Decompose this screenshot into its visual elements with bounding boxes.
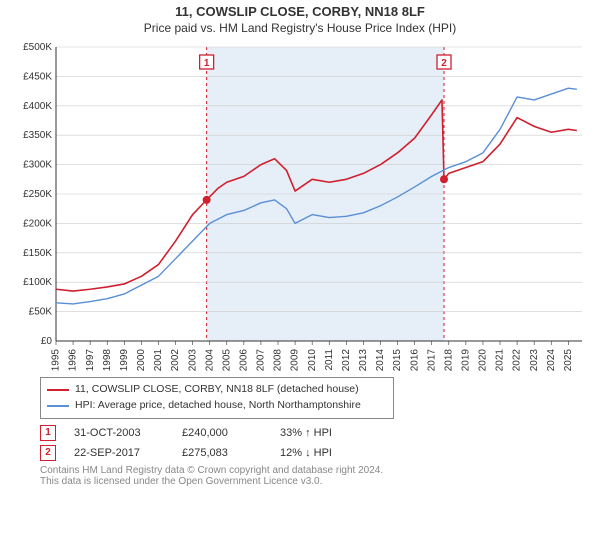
svg-text:£500K: £500K	[23, 42, 52, 53]
svg-text:2001: 2001	[153, 349, 164, 371]
svg-text:£50K: £50K	[29, 307, 53, 318]
svg-text:2024: 2024	[546, 349, 557, 371]
footer: Contains HM Land Registry data © Crown c…	[40, 465, 588, 487]
svg-text:2013: 2013	[358, 349, 369, 371]
legend-row-series2: HPI: Average price, detached house, Nort…	[47, 398, 387, 414]
legend-label-1: 11, COWSLIP CLOSE, CORBY, NN18 8LF (deta…	[75, 382, 359, 398]
svg-text:2019: 2019	[461, 349, 472, 371]
svg-text:2006: 2006	[238, 349, 249, 371]
chart-area: £0 £50K £100K £150K £200K £250K £300K £350K £400…	[12, 41, 588, 371]
svg-text:£450K: £450K	[23, 71, 52, 82]
legend-swatch-2	[47, 405, 69, 407]
sale-date-2: 22-SEP-2017	[74, 447, 164, 459]
svg-text:2004: 2004	[204, 349, 215, 371]
page-title: 11, COWSLIP CLOSE, CORBY, NN18 8LF	[0, 4, 600, 19]
svg-text:2010: 2010	[307, 349, 318, 371]
svg-text:2002: 2002	[170, 349, 181, 371]
page-subtitle: Price paid vs. HM Land Registry's House …	[0, 21, 600, 35]
svg-text:2025: 2025	[563, 349, 574, 371]
sale-marker-1: 1	[40, 425, 56, 441]
svg-text:2005: 2005	[221, 349, 232, 371]
svg-text:£250K: £250K	[23, 189, 52, 200]
sales-block: 1 31-OCT-2003 £240,000 33% ↑ HPI 2 22-SE…	[40, 425, 588, 461]
svg-text:£200K: £200K	[23, 218, 52, 229]
svg-text:£400K: £400K	[23, 101, 52, 112]
line-chart: £0 £50K £100K £150K £200K £250K £300K £350K £400…	[12, 41, 588, 371]
svg-text:2011: 2011	[324, 349, 335, 371]
footer-line-1: Contains HM Land Registry data © Crown c…	[40, 465, 588, 476]
svg-text:2017: 2017	[426, 349, 437, 371]
svg-text:2012: 2012	[341, 349, 352, 371]
svg-text:£150K: £150K	[23, 248, 52, 259]
svg-text:2000: 2000	[136, 349, 147, 371]
chart-container: { "title": "11, COWSLIP CLOSE, CORBY, NN…	[0, 0, 600, 560]
svg-text:2: 2	[441, 58, 447, 69]
sale-delta-1: 33% ↑ HPI	[280, 427, 332, 439]
svg-text:£0: £0	[41, 336, 53, 347]
svg-text:2003: 2003	[187, 349, 198, 371]
svg-text:£100K: £100K	[23, 277, 52, 288]
svg-text:1999: 1999	[119, 349, 130, 371]
legend: 11, COWSLIP CLOSE, CORBY, NN18 8LF (deta…	[40, 377, 394, 419]
footer-line-2: This data is licensed under the Open Gov…	[40, 476, 588, 487]
svg-text:1995: 1995	[51, 349, 62, 371]
svg-text:2016: 2016	[409, 349, 420, 371]
svg-text:2008: 2008	[273, 349, 284, 371]
sale-delta-2: 12% ↓ HPI	[280, 447, 332, 459]
svg-text:2023: 2023	[529, 349, 540, 371]
legend-row-series1: 11, COWSLIP CLOSE, CORBY, NN18 8LF (deta…	[47, 382, 387, 398]
svg-text:2018: 2018	[443, 349, 454, 371]
svg-text:2014: 2014	[375, 349, 386, 371]
sale-date-1: 31-OCT-2003	[74, 427, 164, 439]
svg-text:2022: 2022	[512, 349, 523, 371]
svg-text:£350K: £350K	[23, 130, 52, 141]
sale-price-1: £240,000	[182, 427, 262, 439]
svg-text:2015: 2015	[392, 349, 403, 371]
legend-swatch-1	[47, 389, 69, 391]
svg-text:1996: 1996	[68, 349, 79, 371]
sale-marker-2: 2	[40, 445, 56, 461]
sale-price-2: £275,083	[182, 447, 262, 459]
svg-text:£300K: £300K	[23, 160, 52, 171]
legend-label-2: HPI: Average price, detached house, Nort…	[75, 398, 361, 414]
svg-text:1: 1	[204, 58, 210, 69]
title-block: 11, COWSLIP CLOSE, CORBY, NN18 8LF Price…	[0, 0, 600, 37]
svg-text:1997: 1997	[85, 349, 96, 371]
svg-text:2007: 2007	[256, 349, 267, 371]
svg-text:2021: 2021	[495, 349, 506, 371]
svg-text:2009: 2009	[290, 349, 301, 371]
sale-row-1: 1 31-OCT-2003 £240,000 33% ↑ HPI	[40, 425, 588, 441]
svg-text:1998: 1998	[102, 349, 113, 371]
sale-row-2: 2 22-SEP-2017 £275,083 12% ↓ HPI	[40, 445, 588, 461]
svg-text:2020: 2020	[478, 349, 489, 371]
